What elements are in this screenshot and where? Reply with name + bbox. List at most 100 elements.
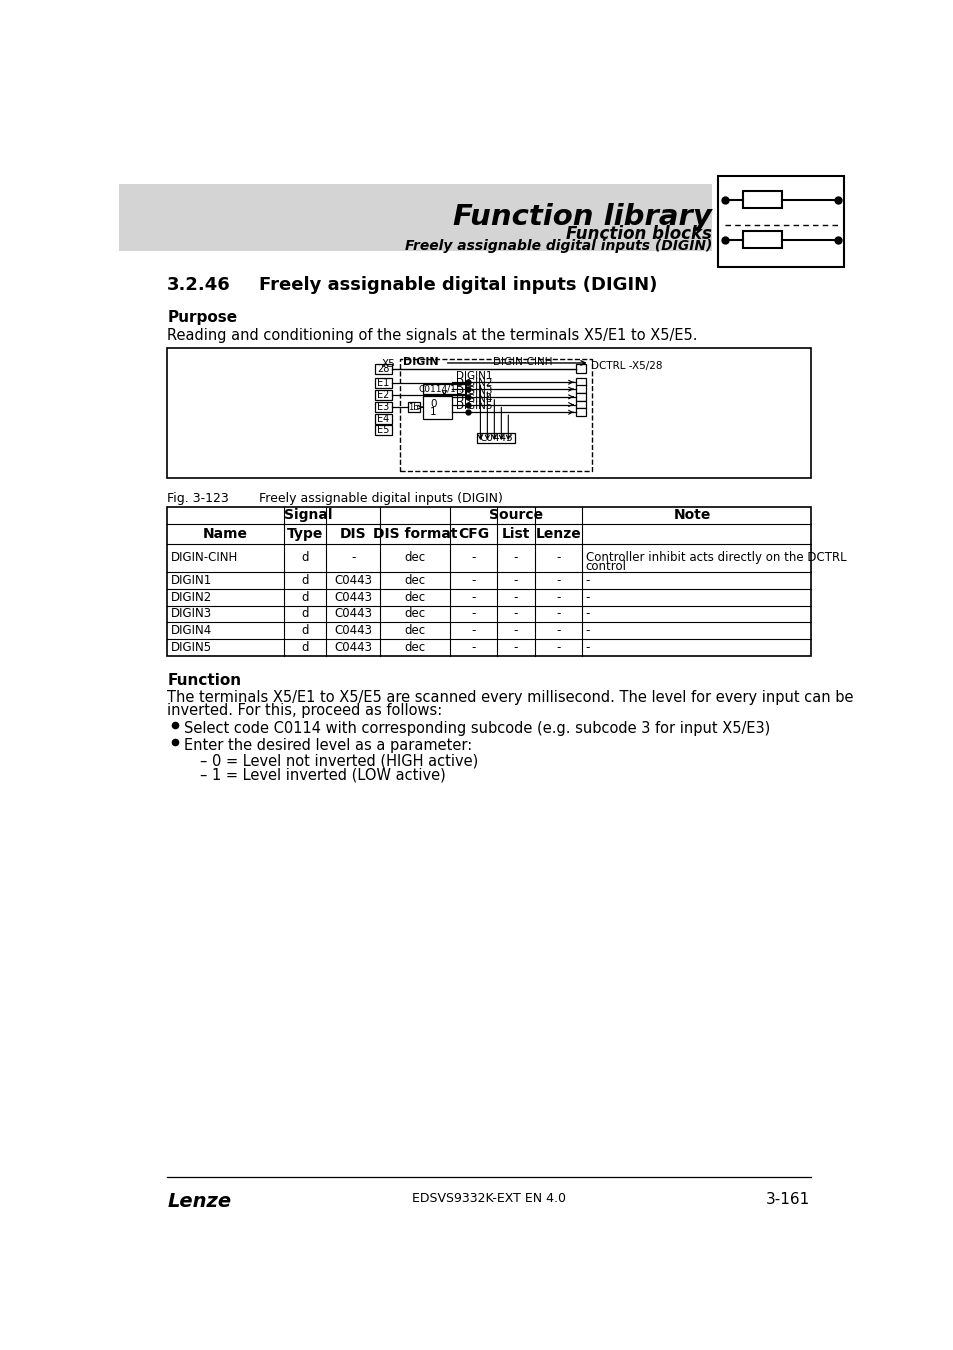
Text: E1: E1 xyxy=(377,378,389,387)
Text: Select code C0114 with corresponding subcode (e.g. subcode 3 for input X5/E3): Select code C0114 with corresponding sub… xyxy=(184,721,770,736)
Text: Fig. 3-123: Fig. 3-123 xyxy=(167,491,229,505)
Text: -: - xyxy=(556,608,560,621)
Text: DIGIN1: DIGIN1 xyxy=(456,371,493,382)
Text: Lenze: Lenze xyxy=(536,526,581,541)
Bar xyxy=(375,402,392,412)
Text: Function library: Function library xyxy=(453,204,711,231)
Text: dec: dec xyxy=(404,590,425,603)
Text: DIGIN5: DIGIN5 xyxy=(456,401,493,412)
Bar xyxy=(422,383,465,394)
Text: -: - xyxy=(471,625,476,637)
Text: Source: Source xyxy=(489,509,542,522)
Text: -: - xyxy=(514,574,517,587)
Text: DIGIN5: DIGIN5 xyxy=(171,641,213,655)
Text: -: - xyxy=(585,608,590,621)
Text: Reading and conditioning of the signals at the terminals X5/E1 to X5/E5.: Reading and conditioning of the signals … xyxy=(167,328,697,343)
Text: -: - xyxy=(585,574,590,587)
Text: -: - xyxy=(514,590,517,603)
Text: 1b: 1b xyxy=(408,402,418,412)
Bar xyxy=(576,409,585,416)
Bar xyxy=(375,378,392,387)
Text: DIGIN3: DIGIN3 xyxy=(171,608,213,621)
Text: C0443: C0443 xyxy=(478,433,513,443)
Text: -: - xyxy=(471,574,476,587)
Bar xyxy=(375,414,392,424)
Text: inverted. For this, proceed as follows:: inverted. For this, proceed as follows: xyxy=(167,702,442,718)
Text: DIGIN1: DIGIN1 xyxy=(171,574,213,587)
Bar xyxy=(167,508,810,656)
Bar xyxy=(375,390,392,400)
Text: C0114/1...5: C0114/1...5 xyxy=(417,385,470,393)
Text: Function: Function xyxy=(167,674,241,688)
Text: -: - xyxy=(585,641,590,655)
Text: -: - xyxy=(471,608,476,621)
Text: 3.2.46: 3.2.46 xyxy=(167,275,231,294)
Text: Type: Type xyxy=(286,526,323,541)
Bar xyxy=(576,385,585,393)
Text: DIGIN-CINH: DIGIN-CINH xyxy=(171,551,238,564)
Text: E3: E3 xyxy=(377,402,389,412)
Text: DIGIN2: DIGIN2 xyxy=(171,590,213,603)
Text: dec: dec xyxy=(404,608,425,621)
Text: Freely assignable digital inputs (DIGIN): Freely assignable digital inputs (DIGIN) xyxy=(404,239,711,252)
Bar xyxy=(742,231,781,248)
Text: -: - xyxy=(556,625,560,637)
Text: Lenze: Lenze xyxy=(167,1192,232,1211)
Text: Purpose: Purpose xyxy=(167,310,237,325)
Text: C0443: C0443 xyxy=(334,641,372,655)
Text: – 0 = Level not inverted (HIGH active): – 0 = Level not inverted (HIGH active) xyxy=(199,753,477,768)
Text: d: d xyxy=(301,590,308,603)
Text: 0: 0 xyxy=(430,398,436,409)
Text: Signal: Signal xyxy=(284,509,333,522)
Bar xyxy=(119,184,711,251)
Text: DIS: DIS xyxy=(339,526,366,541)
Text: DIGIN2: DIGIN2 xyxy=(456,378,493,389)
Bar xyxy=(422,396,452,420)
Text: -: - xyxy=(556,641,560,655)
Text: DIGIN4: DIGIN4 xyxy=(171,625,213,637)
Text: Function blocks: Function blocks xyxy=(566,224,711,243)
Bar xyxy=(375,363,392,374)
Text: d: d xyxy=(301,574,308,587)
Text: DIGIN: DIGIN xyxy=(402,358,438,367)
Text: C0443: C0443 xyxy=(334,625,372,637)
Text: C0443: C0443 xyxy=(334,590,372,603)
Text: DIS format: DIS format xyxy=(373,526,457,541)
Bar xyxy=(576,401,585,409)
Text: -: - xyxy=(556,574,560,587)
Text: 1: 1 xyxy=(430,406,436,417)
Text: DIGIN3: DIGIN3 xyxy=(456,386,493,396)
Text: Enter the desired level as a parameter:: Enter the desired level as a parameter: xyxy=(184,738,472,753)
Bar xyxy=(742,192,781,208)
Bar xyxy=(407,402,419,412)
Text: Freely assignable digital inputs (DIGIN): Freely assignable digital inputs (DIGIN) xyxy=(258,491,502,505)
Text: -: - xyxy=(556,590,560,603)
Text: d: d xyxy=(301,641,308,655)
Bar xyxy=(476,433,515,443)
Text: -: - xyxy=(471,551,476,564)
Text: dec: dec xyxy=(404,641,425,655)
Text: EDSVS9332K-EXT EN 4.0: EDSVS9332K-EXT EN 4.0 xyxy=(412,1192,565,1206)
Text: Name: Name xyxy=(203,526,248,541)
Text: -: - xyxy=(514,641,517,655)
Bar xyxy=(375,425,392,435)
Bar xyxy=(576,364,585,374)
Bar xyxy=(718,176,843,267)
Text: C0443: C0443 xyxy=(334,608,372,621)
Text: -: - xyxy=(351,551,355,564)
Text: C0443: C0443 xyxy=(334,574,372,587)
Bar xyxy=(167,348,810,478)
Text: -: - xyxy=(471,590,476,603)
Text: -: - xyxy=(585,625,590,637)
Text: E5: E5 xyxy=(377,425,390,435)
Text: E2: E2 xyxy=(377,390,390,400)
Text: dec: dec xyxy=(404,625,425,637)
Text: List: List xyxy=(501,526,530,541)
Text: -: - xyxy=(556,551,560,564)
Text: d: d xyxy=(301,608,308,621)
Text: -: - xyxy=(471,641,476,655)
Text: -: - xyxy=(514,551,517,564)
Text: -: - xyxy=(514,625,517,637)
Text: Controller inhibit acts directly on the DCTRL: Controller inhibit acts directly on the … xyxy=(585,551,845,564)
Text: 28: 28 xyxy=(377,363,390,374)
